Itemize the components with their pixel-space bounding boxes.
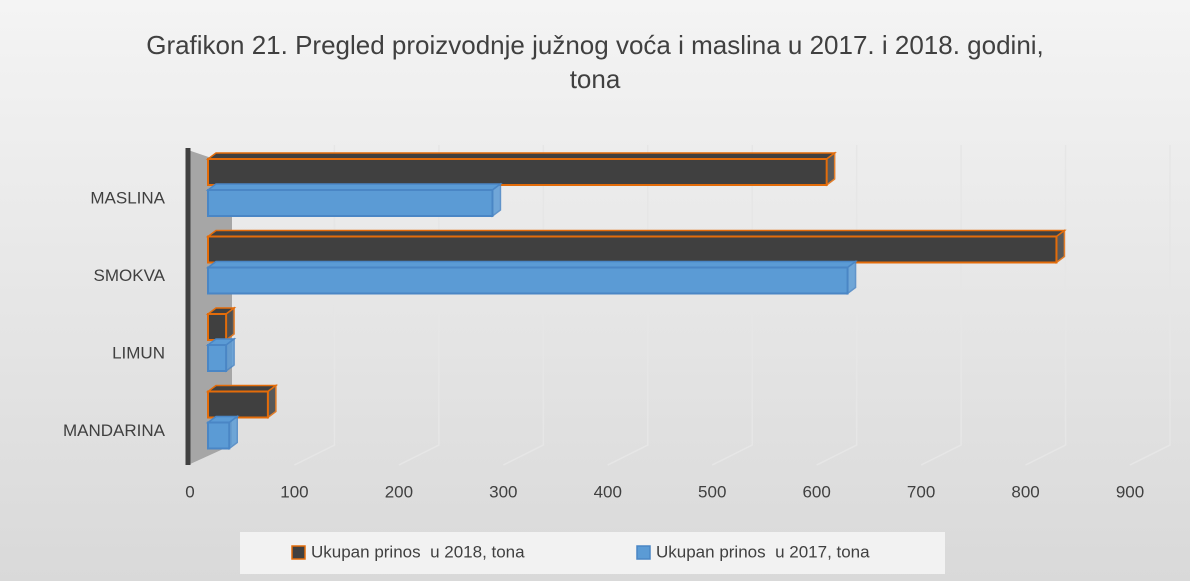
chart-title: Grafikon 21. Pregled proizvodnje južnog …: [146, 30, 1044, 94]
bar: [205, 260, 858, 295]
x-tick-label: 200: [385, 482, 413, 501]
grid-line: [1025, 145, 1067, 466]
bar: [205, 151, 837, 187]
grid-line: [1129, 145, 1171, 466]
bar: [205, 306, 237, 342]
bar-front: [207, 189, 494, 217]
legend-label: Ukupan prinos u 2018, tona: [311, 542, 525, 561]
x-tick-label: 700: [907, 482, 935, 501]
bar-side: [491, 182, 502, 218]
bar: [205, 337, 237, 373]
bar-side: [267, 384, 277, 419]
bar: [205, 229, 1067, 264]
legend-label: Ukupan prinos u 2017, tona: [656, 542, 870, 561]
bar-side: [1055, 229, 1066, 264]
bar-front: [207, 158, 828, 186]
bar-front: [207, 313, 228, 341]
bar-side: [225, 337, 235, 373]
x-tick-label: 0: [185, 482, 194, 501]
y-tick-label: MANDARINA: [63, 421, 166, 440]
bar-front: [207, 344, 228, 372]
bar-front: [207, 390, 269, 419]
bar-side: [846, 260, 857, 295]
x-tick-label: 900: [1116, 482, 1144, 501]
bar: [205, 415, 240, 450]
x-tick-label: 400: [594, 482, 622, 501]
x-tick-label: 500: [698, 482, 726, 501]
title-box: Grafikon 21. Pregled proizvodnje južnog …: [146, 30, 1044, 94]
x-tick-label: 800: [1011, 482, 1039, 501]
bar-front: [207, 421, 231, 450]
bar-front: [207, 266, 849, 295]
bar-side: [825, 151, 836, 187]
y-tick-label: SMOKVA: [94, 266, 166, 285]
bar: [205, 384, 279, 419]
bar-front: [207, 235, 1058, 264]
y-tick-label: MASLINA: [90, 188, 165, 207]
x-tick-label: 600: [802, 482, 830, 501]
bar: [205, 182, 503, 218]
legend-swatch: [291, 545, 306, 560]
bar-side: [228, 415, 238, 450]
x-tick-label: 300: [489, 482, 517, 501]
legend-swatch: [636, 545, 651, 560]
y-tick-label: LIMUN: [112, 343, 165, 362]
x-tick-label: 100: [280, 482, 308, 501]
legend: [240, 532, 945, 574]
bar-side: [225, 306, 235, 342]
